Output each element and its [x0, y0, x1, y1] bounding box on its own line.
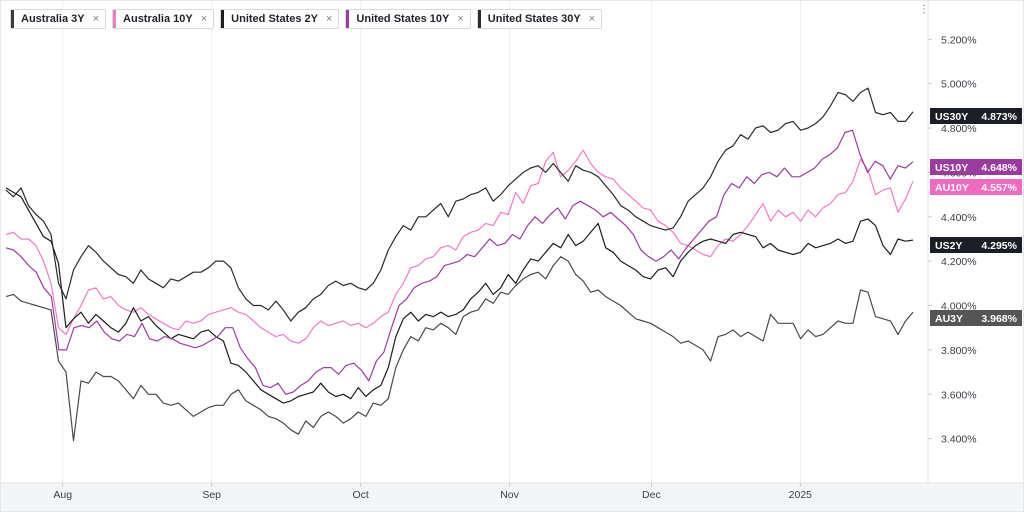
value-tag-bg [930, 237, 1022, 253]
y-tick-label: 4.200% [941, 256, 977, 268]
value-tag-bg [930, 108, 1022, 124]
value-tag-us2y: US2Y 4.295% [930, 237, 1022, 253]
x-tick-label: Nov [500, 489, 519, 501]
y-tick-label: 5.200% [941, 34, 977, 46]
series-line-us10y [5, 129, 914, 395]
value-tag-name: US10Y [935, 162, 968, 174]
legend-swatch [346, 10, 350, 28]
legend-swatch [477, 10, 481, 28]
legend-label: United States 30Y [487, 13, 581, 25]
value-tag-au3y: AU3Y 3.968% [930, 310, 1022, 326]
close-icon[interactable]: × [457, 13, 464, 25]
legend-label: United States 2Y [231, 13, 318, 25]
y-tick-label: 5.000% [941, 79, 977, 91]
value-tag-name: US30Y [935, 111, 968, 123]
legend-chip-united-states-10y[interactable]: United States 10Y × [345, 9, 471, 29]
value-tag-value: 4.557% [981, 182, 1017, 194]
value-tag-name: AU3Y [935, 313, 963, 325]
close-icon[interactable]: × [325, 13, 333, 25]
y-tick-label: 4.000% [941, 301, 977, 313]
x-tick-label: Sep [202, 489, 221, 501]
series-line-us2y [5, 187, 914, 404]
legend-swatch [221, 10, 225, 28]
legend-swatch [11, 10, 14, 28]
value-tag-value: 4.295% [981, 240, 1017, 252]
value-tag-us10y: US10Y 4.648% [930, 159, 1022, 175]
close-icon[interactable]: × [92, 13, 100, 25]
legend-label: Australia 10Y [123, 13, 193, 25]
value-tag-bg [930, 310, 1022, 326]
close-icon[interactable]: × [588, 13, 596, 25]
close-icon[interactable]: × [200, 13, 208, 25]
y-tick-label: 3.400% [941, 434, 977, 446]
x-tick-label: 2025 [789, 489, 813, 501]
vertical-dots-icon[interactable]: ⋮ [919, 4, 929, 15]
series-line-us30y [5, 87, 914, 322]
y-tick-label: 4.800% [941, 123, 977, 135]
x-axis-band [1, 483, 1023, 511]
legend-chip-united-states-30y[interactable]: United States 30Y × [476, 9, 603, 29]
y-tick-label: 3.600% [941, 389, 977, 401]
value-tag-bg [930, 179, 1022, 195]
legend-chip-united-states-2y[interactable]: United States 2Y × [220, 9, 340, 29]
legend-label: United States 10Y [356, 13, 450, 25]
x-tick-label: Dec [642, 489, 661, 501]
value-tag-name: AU10Y [935, 182, 969, 194]
value-tag-us30y: US30Y 4.873% [930, 108, 1022, 124]
value-tag-value: 4.648% [981, 162, 1017, 174]
legend-swatch [113, 10, 117, 28]
legend-chip-australia-10y[interactable]: Australia 10Y × [112, 9, 215, 29]
x-tick-label: Oct [352, 489, 368, 501]
value-tag-bg [930, 159, 1022, 175]
value-tag-name: US2Y [935, 240, 962, 252]
legend-label: Australia 3Y [21, 13, 85, 25]
value-tag-value: 4.873% [981, 111, 1017, 123]
value-tag-au10y: AU10Y 4.557% [930, 179, 1022, 195]
series-legend: Australia 3Y × Australia 10Y × United States… [10, 9, 603, 31]
legend-chip-australia-3y[interactable]: Australia 3Y × [10, 9, 107, 29]
y-tick-label: 4.400% [941, 212, 977, 224]
value-tag-value: 3.968% [981, 313, 1017, 325]
y-tick-label: 3.800% [941, 345, 977, 357]
x-tick-label: Aug [53, 489, 72, 501]
series-line-au10y [5, 149, 914, 344]
series-line-au3y [5, 256, 914, 442]
